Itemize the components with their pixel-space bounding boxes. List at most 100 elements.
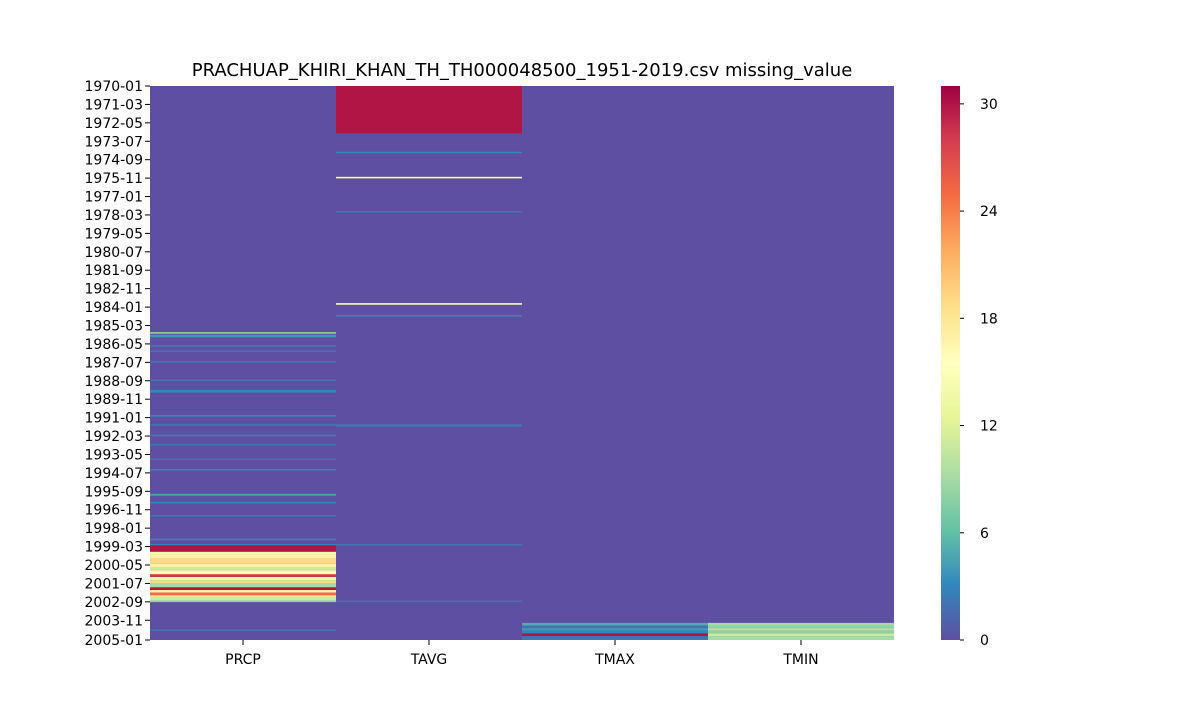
heatmap-cell-prcp (150, 595, 336, 598)
heatmap-cell-prcp (150, 587, 336, 590)
colorbar-tick-label: 18 (980, 311, 998, 327)
heatmap-cell-tmax (522, 636, 708, 640)
heatmap-cell-prcp (150, 493, 336, 496)
heatmap-cell-prcp (150, 545, 336, 552)
heatmap-cell-tmin (708, 633, 894, 637)
heatmap-cell-prcp (150, 575, 336, 578)
y-tick-label: 1984-01 (85, 300, 144, 316)
colorbar: 0 6 12 18 24 30 (941, 86, 998, 649)
heatmap-cell-prcp (150, 563, 336, 568)
heatmap-cell-prcp (150, 554, 336, 559)
y-tick-label: 1972-05 (85, 116, 144, 132)
x-axis: PRCP TAVG TMAX TMIN (225, 640, 819, 668)
heatmap-cell-prcp (150, 576, 336, 581)
heatmap-cell-tavg (336, 424, 522, 427)
chart-title: PRACHUAP_KHIRI_KHAN_TH_TH000048500_1951-… (192, 60, 853, 81)
heatmap-cell-prcp (150, 350, 336, 353)
heatmap-cell-tavg (336, 86, 522, 134)
y-tick-label: 1985-03 (85, 318, 144, 334)
heatmap-cell-prcp (150, 558, 336, 564)
colorbar-tick-label: 30 (980, 97, 998, 113)
colorbar-gradient (941, 86, 960, 640)
y-tick-label: 2005-01 (85, 633, 144, 649)
y-tick-label: 1992-03 (85, 429, 144, 445)
y-axis: 1970-01 1971-03 1972-05 1973-07 1974-09 1975-… (85, 79, 150, 649)
y-tick-label: 1989-11 (85, 392, 144, 408)
heatmap-cell-prcp (150, 332, 336, 334)
y-tick-label: 1993-05 (85, 447, 144, 463)
y-tick-label: 1999-03 (85, 540, 144, 556)
heatmap-cell-prcp (150, 600, 336, 603)
y-tick-label: 2001-07 (85, 576, 144, 592)
heatmap-cell-prcp (150, 629, 336, 632)
y-tick-label: 1970-01 (85, 79, 144, 95)
y-tick-label: 1975-11 (85, 171, 144, 187)
heatmap-cell-tmin (708, 625, 894, 629)
y-tick-label: 1977-01 (85, 190, 144, 206)
heatmap-cell-tmax (522, 622, 708, 626)
heatmap-cell-prcp (150, 379, 336, 382)
colorbar-tick-label: 0 (980, 633, 989, 649)
heatmap-cell-prcp (150, 443, 336, 446)
heatmap-cell-tavg (336, 176, 522, 179)
heatmap-cell-prcp (150, 389, 336, 393)
y-tick-label: 2003-11 (85, 613, 144, 629)
y-tick-label: 1971-03 (85, 97, 144, 113)
heatmap-cell-prcp (150, 334, 336, 338)
heatmap-cell-tmax (522, 625, 708, 629)
heatmap-cell-tavg (336, 600, 522, 603)
heatmap-cell-tavg (336, 211, 522, 213)
y-tick-label: 1981-09 (85, 263, 144, 279)
y-tick-label: 1974-09 (85, 153, 144, 169)
y-tick-label: 1991-01 (85, 411, 144, 427)
heatmap-cell-tavg (336, 303, 522, 305)
heatmap-cells (150, 86, 894, 640)
heatmap-cell-prcp (150, 543, 336, 546)
y-tick-label: 1973-07 (85, 134, 144, 150)
x-tick-label-tavg: TAVG (410, 652, 448, 668)
heatmap-cell-prcp (150, 458, 336, 461)
heatmap-cell-prcp (150, 589, 336, 593)
colorbar-tick-label: 24 (980, 204, 998, 220)
y-tick-label: 2002-09 (85, 595, 144, 611)
heatmap-cell-prcp (150, 597, 336, 601)
x-tick-label-tmin: TMIN (782, 652, 818, 668)
heatmap-cell-prcp (150, 580, 336, 584)
heatmap-cell-tavg (336, 543, 522, 546)
heatmap-cell-prcp (150, 538, 336, 541)
heatmap-cell-tmin (708, 622, 894, 626)
x-tick-label-tmax: TMAX (594, 652, 635, 668)
colorbar-tick-label: 12 (980, 419, 998, 435)
heatmap-cell-prcp (150, 583, 336, 588)
y-tick-label: 1998-01 (85, 521, 144, 537)
colorbar-tick-label: 6 (980, 526, 989, 542)
heatmap-cell-prcp (150, 468, 336, 471)
heatmap-cell-prcp (150, 361, 336, 363)
heatmap-cell-prcp (150, 424, 336, 426)
y-tick-label: 1994-07 (85, 466, 144, 482)
heatmap-cell-prcp (150, 570, 336, 575)
heatmap-cell-tmin (708, 628, 894, 631)
heatmap-cell-tmax (522, 630, 708, 634)
heatmap-cell-tmin (708, 630, 894, 634)
heatmap-cell-prcp (150, 574, 336, 576)
y-tick-label: 2000-05 (85, 558, 144, 574)
heatmap-cell-tmax (522, 628, 708, 631)
heatmap-cell-prcp (150, 345, 336, 347)
heatmap-cell-prcp (150, 501, 336, 504)
heatmap-cell-tmin (708, 636, 894, 640)
y-tick-label: 1996-11 (85, 503, 144, 519)
heatmap-cell-tavg (336, 314, 522, 317)
heatmap-cell-prcp (150, 551, 336, 555)
y-tick-label: 1982-11 (85, 282, 144, 298)
y-tick-label: 1979-05 (85, 226, 144, 242)
y-tick-label: 1995-09 (85, 484, 144, 500)
heatmap-cell-prcp (150, 514, 336, 517)
y-tick-label: 1978-03 (85, 208, 144, 224)
y-tick-label: 1986-05 (85, 337, 144, 353)
y-tick-label: 1987-07 (85, 355, 144, 371)
y-tick-label: 1980-07 (85, 245, 144, 261)
heatmap-cell-prcp (150, 434, 336, 437)
heatmap-cell-prcp (150, 592, 336, 596)
